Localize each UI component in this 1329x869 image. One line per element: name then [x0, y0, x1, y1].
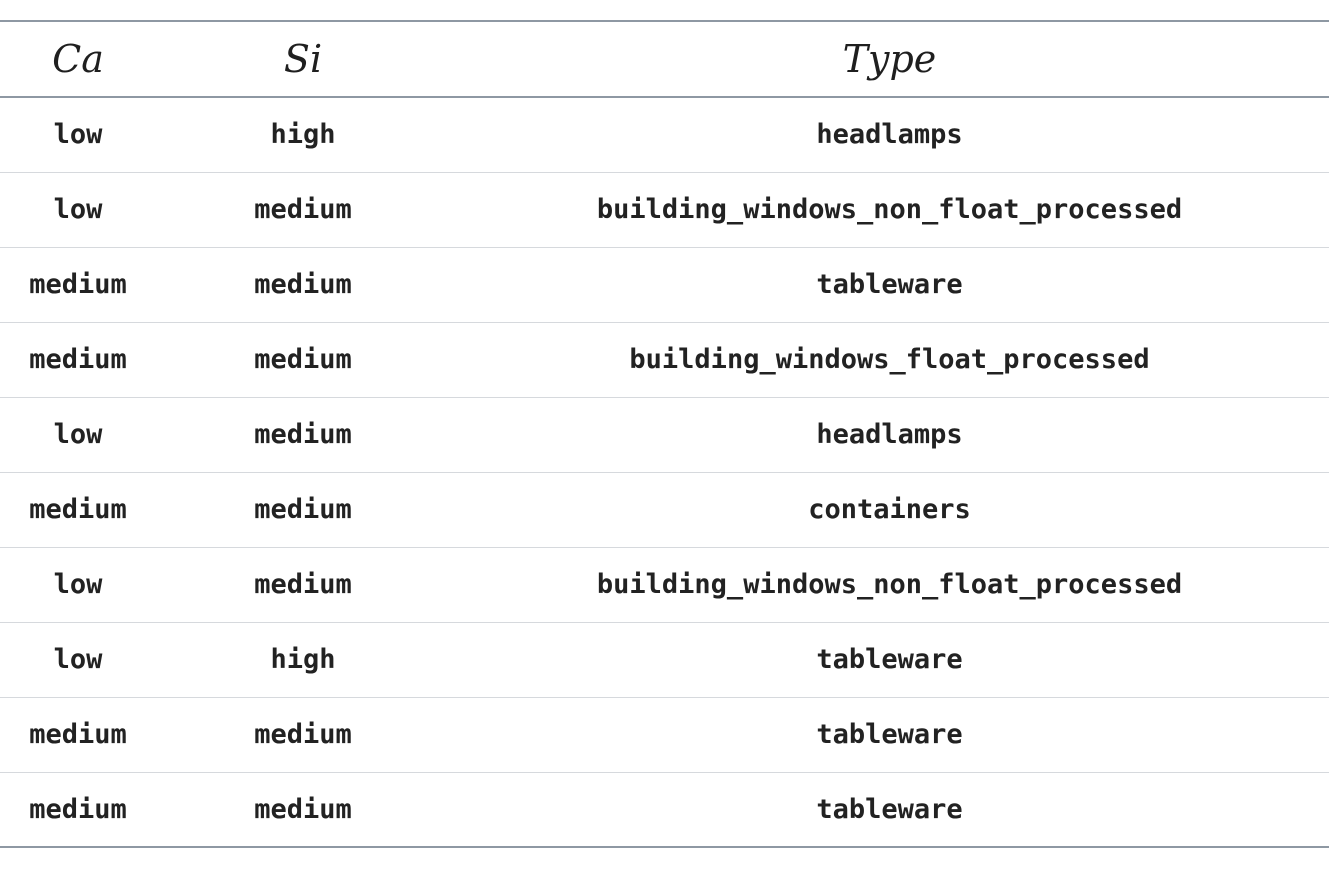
- cell-type: headlamps: [816, 419, 963, 450]
- table-body: low high headlamps low medium building_w…: [0, 97, 1329, 847]
- cell-ca: low: [53, 644, 103, 675]
- cell-si: medium: [254, 344, 352, 375]
- table-row: low medium headlamps: [0, 397, 1329, 472]
- cell-ca: low: [53, 569, 103, 600]
- table-row: low medium building_windows_non_float_pr…: [0, 172, 1329, 247]
- table-row: medium medium building_windows_float_pro…: [0, 322, 1329, 397]
- column-header-type: Type: [842, 37, 937, 81]
- table-row: medium medium tableware: [0, 772, 1329, 847]
- cell-type: tableware: [816, 644, 963, 675]
- cell-ca: medium: [29, 719, 127, 750]
- column-header-ca: Ca: [52, 37, 104, 81]
- cell-ca: medium: [29, 494, 127, 525]
- column-header-si: Si: [283, 37, 323, 81]
- cell-ca: low: [53, 194, 103, 225]
- cell-ca: low: [53, 119, 103, 151]
- table-row: medium medium tableware: [0, 247, 1329, 322]
- cell-si: medium: [254, 269, 352, 300]
- cell-si: medium: [254, 793, 352, 825]
- data-table: Ca Si Type low high headlamps low medium…: [0, 20, 1329, 848]
- cell-ca: medium: [29, 269, 127, 300]
- cell-si: medium: [254, 419, 352, 450]
- cell-ca: medium: [29, 793, 127, 825]
- data-table-container: Ca Si Type low high headlamps low medium…: [0, 20, 1329, 848]
- table-row: medium medium tableware: [0, 697, 1329, 772]
- table-row: low high headlamps: [0, 97, 1329, 172]
- cell-type: building_windows_non_float_processed: [596, 569, 1183, 600]
- cell-si: medium: [254, 569, 352, 600]
- cell-si: medium: [254, 494, 352, 525]
- cell-type: tableware: [816, 719, 963, 750]
- header-row: Ca Si Type: [0, 21, 1329, 97]
- cell-type: tableware: [816, 793, 963, 825]
- cell-type: tableware: [816, 269, 963, 300]
- cell-si: high: [270, 644, 336, 675]
- cell-ca: medium: [29, 344, 127, 375]
- cell-type: headlamps: [816, 119, 963, 151]
- table-row: medium medium containers: [0, 472, 1329, 547]
- table-row: low medium building_windows_non_float_pr…: [0, 547, 1329, 622]
- cell-type: building_windows_float_processed: [629, 344, 1150, 375]
- cell-si: medium: [254, 194, 352, 225]
- cell-type: containers: [808, 494, 971, 525]
- table-row: low high tableware: [0, 622, 1329, 697]
- cell-si: medium: [254, 719, 352, 750]
- table-header: Ca Si Type: [0, 21, 1329, 97]
- cell-type: building_windows_non_float_processed: [596, 194, 1183, 225]
- cell-ca: low: [53, 419, 103, 450]
- cell-si: high: [270, 119, 336, 151]
